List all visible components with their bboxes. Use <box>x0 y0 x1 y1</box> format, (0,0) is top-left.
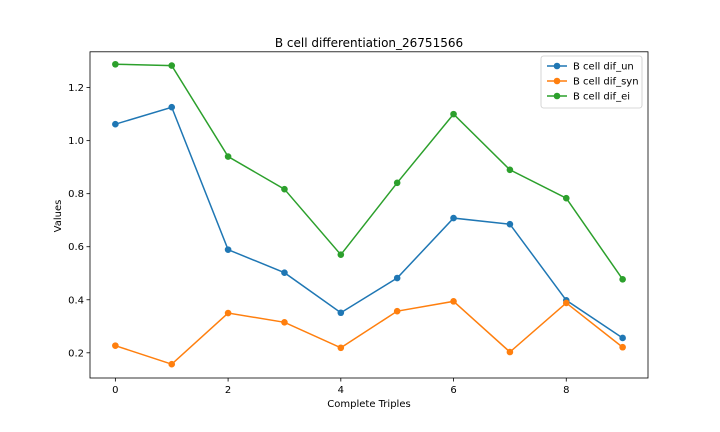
series-layer <box>112 60 626 368</box>
x-axis-ticks: 0 2 4 6 8 <box>112 378 569 396</box>
series-1 <box>112 298 626 368</box>
x-tick-label: 2 <box>225 385 231 396</box>
legend-marker <box>553 92 561 100</box>
y-tick-label: 0.6 <box>68 242 84 253</box>
data-point <box>450 214 457 222</box>
data-point <box>112 60 119 68</box>
data-point <box>506 348 514 356</box>
data-point <box>619 334 626 342</box>
data-point <box>393 274 401 282</box>
legend-label: B cell dif_un <box>573 62 634 73</box>
data-point <box>168 62 176 69</box>
data-point <box>562 299 570 307</box>
data-point <box>168 103 176 111</box>
y-tick-label: 0.8 <box>68 189 84 200</box>
data-point <box>281 185 288 193</box>
data-point <box>224 153 232 160</box>
series-2 <box>112 60 626 283</box>
y-axis-label: Values <box>53 200 64 233</box>
series-0 <box>112 103 626 342</box>
legend-label: B cell dif_ei <box>573 92 630 103</box>
data-point <box>224 309 232 317</box>
y-tick-label: 0.2 <box>68 348 84 359</box>
x-axis-label: Complete Triples <box>327 399 410 410</box>
x-tick-label: 8 <box>563 385 569 396</box>
data-point <box>281 269 288 277</box>
legend-marker <box>553 77 561 85</box>
legend-box <box>540 55 643 109</box>
y-tick-label: 0.4 <box>68 295 84 306</box>
series-line <box>115 106 624 339</box>
y-tick-label: 1.0 <box>68 136 84 147</box>
data-point <box>450 298 457 305</box>
x-tick-label: 6 <box>450 385 456 396</box>
legend: B cell dif_un B cell dif_syn B cell dif_ei <box>540 55 643 109</box>
data-point <box>112 120 119 128</box>
data-point <box>506 220 514 228</box>
data-point <box>281 319 288 326</box>
x-tick-label: 0 <box>112 385 118 396</box>
data-point <box>224 246 232 253</box>
x-tick-label: 4 <box>338 385 344 396</box>
series-line <box>115 300 624 366</box>
chart-title: B cell differentiation_26751566 <box>275 36 463 50</box>
data-point <box>562 194 570 202</box>
plot-frame <box>89 51 649 379</box>
data-point <box>450 110 457 118</box>
data-point <box>168 360 176 368</box>
data-point <box>393 179 401 187</box>
legend-label: B cell dif_syn <box>573 77 639 88</box>
data-point <box>337 251 345 258</box>
y-tick-label: 1.2 <box>68 83 84 94</box>
legend-marker <box>553 62 561 70</box>
data-point <box>112 342 119 349</box>
y-axis-ticks: 0.2 0.4 0.6 0.8 1.0 1.2 <box>68 83 90 359</box>
data-point <box>619 276 626 283</box>
data-point <box>337 309 345 317</box>
data-point <box>619 343 626 351</box>
data-point <box>393 307 401 315</box>
series-line <box>115 63 624 280</box>
data-point <box>337 344 345 352</box>
data-point <box>506 166 514 174</box>
plot-area <box>89 51 649 379</box>
